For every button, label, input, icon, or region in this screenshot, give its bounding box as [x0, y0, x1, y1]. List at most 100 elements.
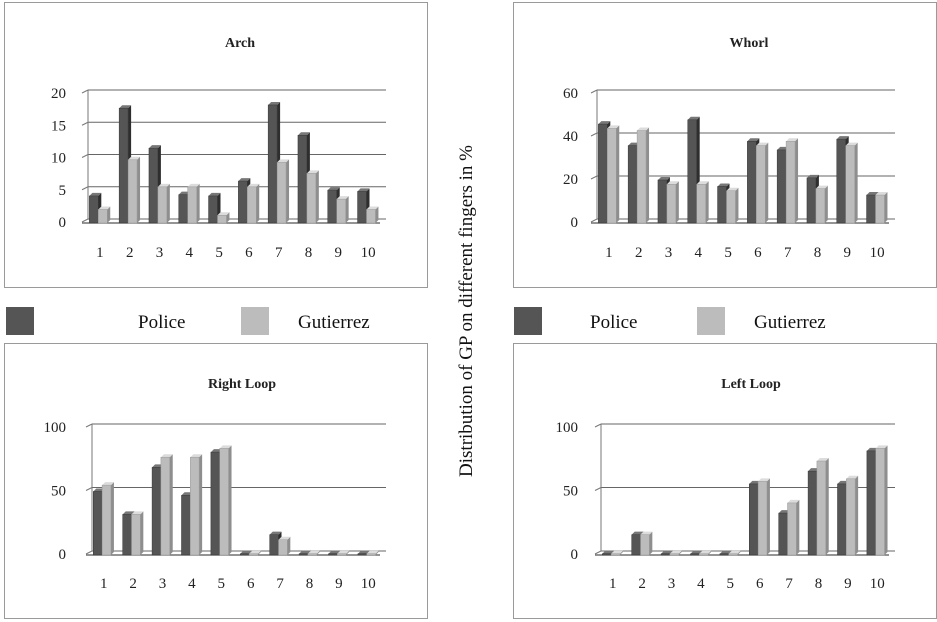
bar-police: [866, 194, 876, 224]
chart-left-loop: Left Loop 0 50 100 1 2 3 4 5 6 7 8 9 10: [513, 343, 937, 619]
chart-frame-right-loop: [4, 343, 428, 619]
legend-swatch-gutierrez-left: [241, 307, 269, 335]
bar-gutierrez: [728, 553, 738, 556]
y-tick-label: 60: [563, 86, 578, 102]
bar-gutierrez: [219, 448, 229, 556]
bar-gutierrez: [131, 514, 141, 556]
bar-police: [807, 470, 818, 556]
bar-police: [240, 553, 250, 556]
bar-police: [657, 179, 668, 224]
bar-police: [837, 483, 847, 556]
bar-gutierrez: [366, 553, 376, 556]
x-tick-label: 4: [697, 576, 705, 592]
x-tick-label: 10: [870, 245, 885, 261]
x-tick-label: 7: [275, 245, 283, 261]
x-tick-label: 2: [635, 245, 643, 261]
y-tick-label: 20: [51, 86, 66, 102]
x-tick-label: 9: [335, 576, 343, 592]
legend-label-police-left: Police: [138, 312, 186, 333]
bar-gutierrez: [816, 460, 826, 556]
bar-police: [327, 189, 337, 224]
bar-gutierrez: [157, 186, 168, 224]
y-tick-label: 5: [59, 183, 67, 199]
bar-police: [631, 534, 641, 556]
x-tick-label: 5: [727, 576, 735, 592]
bar-police: [660, 553, 671, 556]
bar-gutierrez: [217, 215, 227, 224]
chart-title-whorl: Whorl: [730, 36, 769, 51]
y-tick-label: 50: [51, 484, 66, 500]
y-tick-label: 100: [556, 420, 579, 436]
bar-gutierrez: [845, 145, 855, 224]
bar-gutierrez: [666, 184, 677, 224]
x-tick-label: 3: [665, 245, 673, 261]
chart-whorl: Whorl 0 20 40 60 1 2 3 4 5 6 7 8 9 10: [513, 2, 937, 288]
x-tick-label: 6: [245, 245, 253, 261]
bar-police: [357, 553, 367, 556]
x-tick-label: 10: [361, 576, 376, 592]
bar-gutierrez: [726, 190, 736, 224]
bar-police: [806, 177, 817, 224]
bar-police: [719, 553, 729, 556]
x-tick-label: 2: [129, 576, 137, 592]
bar-gutierrez: [190, 456, 200, 556]
bar-police: [357, 191, 367, 224]
bar-gutierrez: [278, 539, 288, 556]
y-axis-side-label: Distribution of GP on different fingers …: [456, 145, 477, 477]
y-tick-label: 50: [563, 484, 578, 500]
x-tick-label: 3: [668, 576, 676, 592]
x-tick-label: 9: [844, 576, 852, 592]
bar-gutierrez: [846, 478, 856, 556]
bar-police: [690, 553, 700, 556]
y-tick-label: 0: [571, 215, 579, 231]
bar-police: [747, 141, 757, 224]
y-tick-label: 40: [563, 129, 578, 145]
x-tick-label: 5: [218, 576, 226, 592]
legend-label-police-right: Police: [590, 312, 638, 333]
y-tick-label: 20: [563, 172, 578, 188]
bar-police: [118, 107, 129, 224]
x-tick-label: 4: [188, 576, 196, 592]
chart-title-left-loop: Left Loop: [721, 377, 781, 392]
bar-gutierrez: [875, 194, 885, 224]
legend-label-gutierrez-right: Gutierrez: [754, 312, 826, 333]
x-tick-label: 2: [638, 576, 646, 592]
bar-gutierrez: [247, 186, 257, 224]
bar-gutierrez: [756, 145, 766, 224]
bar-gutierrez: [785, 141, 796, 224]
x-tick-label: 8: [306, 576, 314, 592]
bar-police: [776, 149, 787, 224]
x-tick-label: 3: [159, 576, 167, 592]
bar-police: [151, 467, 162, 556]
bar-gutierrez: [669, 553, 679, 556]
bar-police: [298, 553, 309, 556]
bar-police: [208, 195, 218, 224]
bar-gutierrez: [787, 502, 797, 556]
bar-police: [749, 483, 759, 556]
bar-gutierrez: [187, 186, 197, 224]
bar-gutierrez: [248, 553, 259, 556]
x-tick-label: 1: [609, 576, 617, 592]
bar-police: [836, 138, 846, 224]
bar-gutierrez: [607, 128, 617, 224]
bar-gutierrez: [875, 448, 885, 556]
bar-police: [602, 553, 612, 556]
x-tick-label: 8: [814, 245, 822, 261]
legend-label-gutierrez-left: Gutierrez: [298, 312, 370, 333]
x-tick-label: 7: [276, 576, 284, 592]
bar-police: [598, 123, 608, 224]
y-tick-label: 0: [571, 547, 579, 563]
x-tick-label: 1: [100, 576, 108, 592]
x-tick-label: 10: [870, 576, 885, 592]
bar-gutierrez: [276, 162, 287, 224]
legend-swatch-police-left: [6, 307, 34, 335]
x-tick-label: 4: [186, 245, 194, 261]
bar-gutierrez: [696, 184, 706, 224]
bar-gutierrez: [337, 553, 347, 556]
chart-right-loop: Right Loop 0 50 100 1 2 3 4 5 6 7 8 9 10: [4, 343, 428, 619]
chart-arch: Arch 0 5 10 15 20 1 2 3 4 5 6 7 8 9 10: [4, 2, 428, 288]
x-tick-label: 3: [156, 245, 164, 261]
x-tick-label: 6: [756, 576, 764, 592]
y-tick-label: 100: [44, 420, 67, 436]
bar-gutierrez: [306, 173, 317, 224]
